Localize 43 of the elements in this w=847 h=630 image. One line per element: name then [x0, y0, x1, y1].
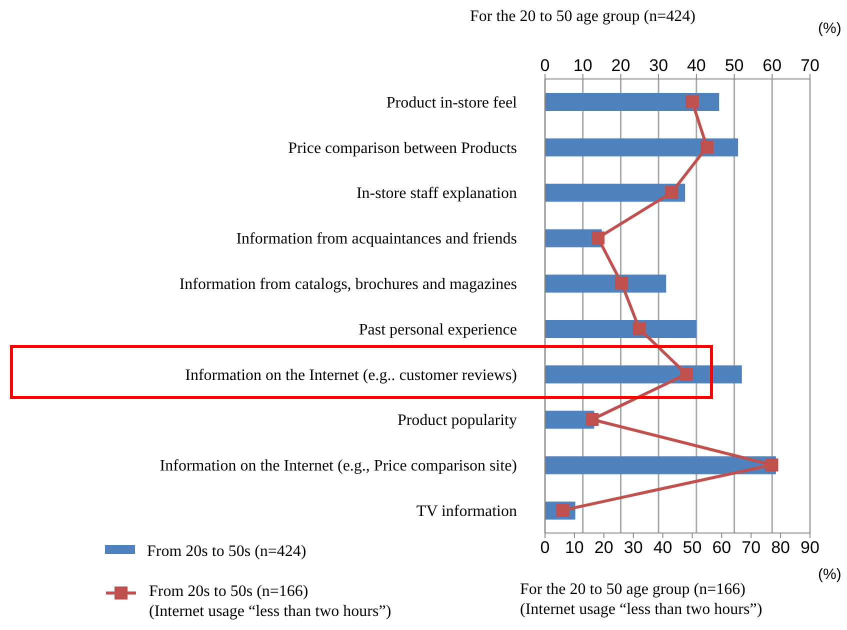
x2-tick-label: 40 — [686, 56, 706, 75]
x2-tick-label: 30 — [649, 56, 668, 75]
x-tick-label: 50 — [682, 538, 702, 558]
x-axis-title: For the 20 to 50 age group (n=166) (Internet usage “less than two hours”) — [520, 580, 762, 620]
x2-tick-label: 50 — [724, 56, 744, 75]
x-tick-label: 70 — [742, 538, 761, 558]
y-tick-label: Price comparison between Products — [288, 140, 517, 157]
x-tick-label: 60 — [712, 538, 732, 558]
x-tick-label: 20 — [594, 538, 614, 558]
x-tick-label: 10 — [564, 538, 584, 558]
text: (%) — [818, 566, 842, 583]
legend-label: From 20s to 50s (n=424) — [147, 542, 306, 562]
point — [665, 186, 678, 199]
x2-tick-label: 10 — [573, 56, 592, 75]
point — [632, 322, 646, 336]
x2-tick-label: 60 — [762, 56, 782, 75]
point — [592, 231, 604, 244]
y-tick-label: Information from catalogs, brochures and magazines — [179, 276, 517, 293]
x2-axis-title: For the 20 to 50 age group (n=424) — [470, 8, 696, 25]
x-tick-label: 90 — [800, 538, 820, 558]
point — [686, 95, 699, 108]
x2-tick-label: 20 — [611, 56, 630, 75]
point — [765, 458, 778, 472]
x2-tick-label: 70 — [800, 56, 820, 75]
x2-tick-label: 0 — [540, 56, 550, 75]
y-tick-label: Product popularity — [397, 412, 517, 430]
point — [700, 140, 714, 154]
point — [586, 413, 599, 426]
y-tick-label: Information on the Internet (e.g.. customer reviews) — [185, 366, 517, 384]
y-tick-label: Past personal experience — [358, 321, 517, 338]
y-tick-label: TV information — [416, 502, 517, 520]
x-tick-label: 80 — [771, 538, 790, 558]
y-tick-label: Information from acquaintances and friends — [236, 230, 517, 248]
text: (%) — [818, 20, 842, 37]
x-tick-label: 30 — [624, 538, 643, 558]
point — [680, 368, 693, 381]
y-tick-label: Product in-store feel — [386, 94, 518, 112]
x-tick-label: 40 — [653, 538, 672, 558]
x-tick-label: 0 — [540, 538, 550, 558]
point — [615, 276, 628, 290]
y-tick-label: Information on the Internet (e.g., Price comparison site) — [160, 458, 517, 475]
legend-label: From 20s to 50s (n=166) (Internet usage “less than two hours”) — [149, 582, 392, 622]
y-tick-label: In-store staff explanation — [356, 185, 517, 202]
